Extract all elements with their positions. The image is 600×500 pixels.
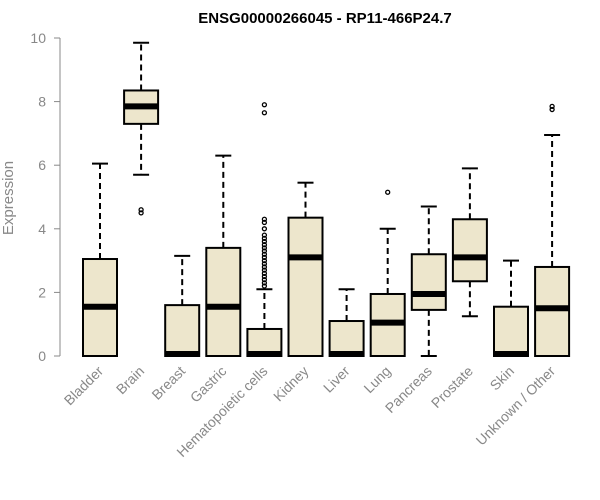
- y-tick-label: 8: [38, 94, 46, 110]
- outlier-point: [385, 189, 391, 195]
- box-group: [287, 181, 324, 357]
- box: [493, 305, 529, 357]
- y-tick-label: 0: [38, 348, 46, 364]
- outlier-point: [261, 251, 268, 257]
- outlier-point: [138, 207, 144, 213]
- y-tick-label: 2: [38, 284, 46, 300]
- box-group: [164, 254, 201, 357]
- outlier-point: [261, 264, 268, 270]
- outlier-point: [261, 235, 268, 241]
- box-group: [534, 103, 571, 357]
- box: [164, 304, 201, 357]
- y-tick-label: 10: [30, 30, 46, 46]
- outlier-point: [261, 261, 268, 267]
- box: [328, 320, 365, 357]
- outlier-point: [261, 254, 268, 261]
- box-group: [246, 102, 283, 358]
- x-tick-label: Lung: [360, 363, 393, 396]
- outlier-point: [261, 257, 268, 264]
- x-tick-label: Liver: [320, 363, 353, 396]
- box-group: [369, 189, 406, 357]
- box: [410, 253, 447, 311]
- box: [534, 265, 571, 357]
- box: [451, 218, 488, 283]
- outlier-point: [261, 216, 268, 222]
- outlier-point: [261, 267, 268, 273]
- outlier-point: [138, 210, 144, 216]
- outlier-point: [261, 248, 268, 254]
- box-group: [493, 259, 529, 357]
- box-group: [451, 167, 488, 318]
- outlier-point: [261, 270, 268, 276]
- boxplot-series: [82, 41, 571, 358]
- x-tick-label: Skin: [487, 363, 518, 394]
- outlier-point: [261, 226, 268, 232]
- outlier-point: [549, 106, 555, 113]
- x-tick-label: Brain: [113, 363, 147, 397]
- x-tick-label: Breast: [148, 363, 188, 403]
- outlier-point: [261, 242, 268, 248]
- outlier-point: [261, 232, 268, 238]
- outlier-point: [261, 277, 268, 283]
- box-group: [410, 205, 447, 357]
- box-group: [123, 41, 160, 216]
- outlier-point: [261, 102, 268, 108]
- box: [287, 216, 324, 357]
- y-axis: 0 2 4 6 8 10: [30, 30, 61, 364]
- y-tick-label: 4: [38, 221, 46, 237]
- box-group: [328, 288, 365, 357]
- x-tick-label: Prostate: [428, 363, 476, 411]
- chart-title: ENSG00000266045 - RP11-466P24.7: [198, 10, 452, 27]
- outlier-point: [261, 219, 268, 226]
- box-group: [82, 162, 118, 358]
- outlier-point: [261, 283, 268, 289]
- y-tick-label: 6: [38, 157, 46, 173]
- outlier-point: [549, 103, 555, 110]
- outlier-point: [261, 273, 268, 280]
- y-axis-label: Expression: [0, 161, 17, 235]
- x-tick-label: Kidney: [270, 363, 312, 405]
- x-tick-label: Bladder: [61, 363, 107, 409]
- outlier-point: [261, 245, 268, 251]
- box-group: [205, 154, 242, 358]
- box: [205, 246, 242, 358]
- outlier-point: [261, 238, 268, 245]
- outlier-point: [261, 110, 268, 116]
- outlier-point: [261, 280, 268, 286]
